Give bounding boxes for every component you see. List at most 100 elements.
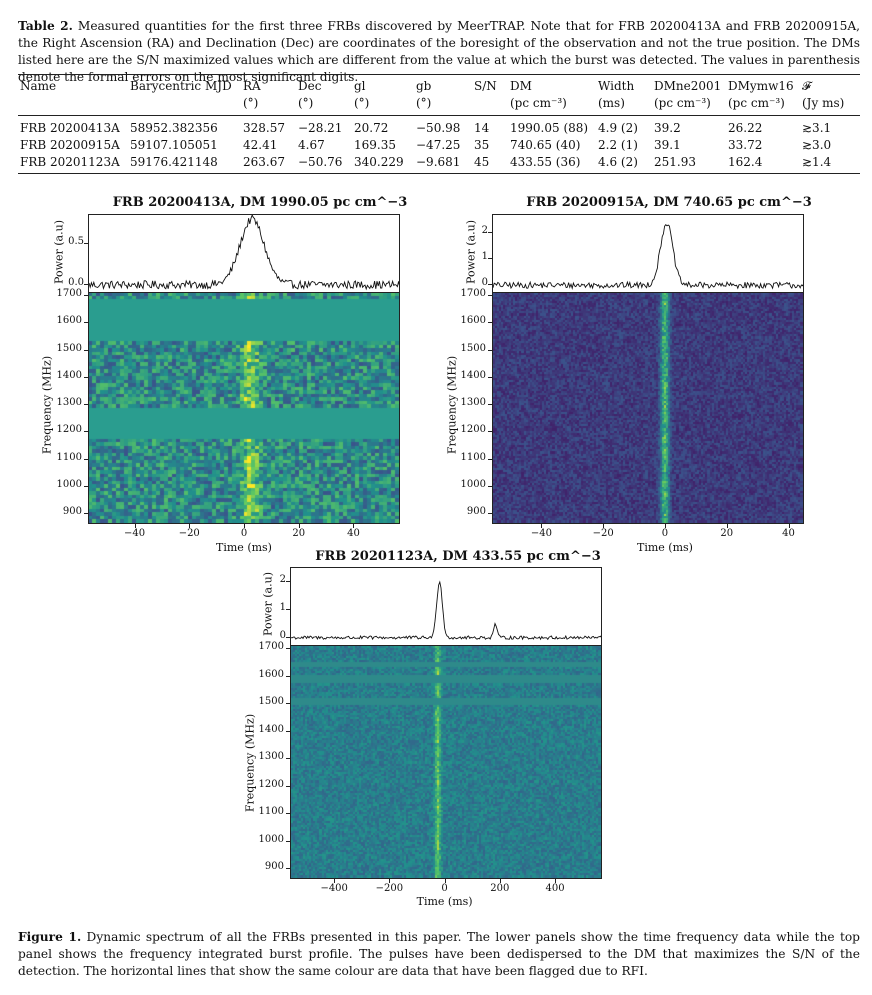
frequency-tick-label: 1300 — [56, 397, 82, 409]
frequency-tick — [286, 648, 290, 650]
frequency-tick — [286, 785, 290, 787]
dynamic-spectrum-heatmap — [89, 293, 399, 523]
burst-profile-plot — [291, 580, 601, 641]
time-tick-label: 20 — [720, 528, 734, 539]
frequency-tick-label: 1700 — [460, 288, 486, 300]
frequency-tick — [488, 322, 492, 324]
frequency-tick — [84, 404, 88, 406]
frequency-axis-label: Frequency (MHz) — [243, 713, 257, 813]
table-cell: 740.65 (40) — [510, 138, 581, 152]
frequency-tick — [84, 458, 88, 460]
header-cell: S/N — [472, 74, 508, 95]
frequency-tick — [286, 730, 290, 732]
frequency-tick-label: 1200 — [56, 424, 82, 436]
frequency-tick — [488, 295, 492, 297]
frequency-tick — [286, 675, 290, 677]
header-cell: DMymw16 — [726, 74, 800, 95]
frequency-tick-label: 1400 — [460, 369, 486, 381]
frequency-tick-label: 1600 — [460, 315, 486, 327]
table-cell: 433.55 (36) — [508, 154, 596, 174]
time-tick — [788, 524, 790, 528]
time-tick — [244, 524, 245, 528]
table-cell: −50.76 — [296, 154, 352, 174]
profile-ytick — [286, 608, 290, 610]
profile-ytick — [84, 283, 88, 285]
table-body: FRB 20200413A 58952.382356 328.57 −28.21 20.… — [18, 116, 860, 174]
frequency-tick — [286, 840, 290, 842]
frequency-tick — [286, 813, 290, 815]
frequency-tick-label: 1600 — [258, 668, 284, 680]
header-cell: Barycentric MJD — [128, 74, 241, 95]
table-caption-label: Table 2. — [18, 19, 73, 33]
time-tick-label: −20 — [178, 528, 200, 539]
time-tick-label: 400 — [545, 883, 565, 894]
profile-ytick-label: 2 — [481, 225, 488, 237]
profile-ylabel: Power (a.u) — [52, 220, 66, 284]
table-cell: 251.93 — [652, 154, 726, 174]
profile-axes — [88, 214, 400, 292]
frequency-tick-label: 1000 — [460, 478, 486, 490]
frequency-tick-label: 1200 — [460, 424, 486, 436]
header-cell: 𝓕 — [800, 74, 860, 95]
table-cell: 39.2 — [654, 121, 681, 135]
time-tick — [353, 524, 355, 528]
table-row: FRB 20200413A 58952.382356 328.57 −28.21 20.… — [18, 116, 860, 138]
frequency-tick-label: 1100 — [56, 451, 82, 463]
table-cell: FRB 20201123A — [18, 154, 128, 174]
unit-cell: (pc cm⁻³) — [652, 95, 726, 116]
frequency-tick — [84, 322, 88, 324]
table-units-row: (°) (°) (°) (°) (pc cm⁻³) (ms) (pc cm⁻³) (pc cm… — [18, 95, 860, 116]
frequency-tick-label: 1300 — [258, 751, 284, 763]
time-tick — [134, 524, 136, 528]
table-cell: −47.25 — [416, 138, 461, 152]
frequency-tick-label: 1500 — [460, 342, 486, 354]
table-cell: 42.41 — [243, 138, 278, 152]
profile-ytick — [488, 284, 492, 286]
time-tick-label: 0 — [661, 528, 669, 539]
table-cell: −9.681 — [414, 154, 472, 174]
unit-cell — [18, 95, 128, 116]
burst-profile-line — [89, 215, 399, 291]
table-cell: ≳3.0 — [802, 138, 832, 152]
frb-table: Name Barycentric MJD RA Dec gl gb S/N DM Width DM… — [18, 74, 860, 174]
header-cell: DMne2001 — [652, 74, 726, 95]
figure-caption-label: Figure 1. — [18, 930, 82, 944]
dynamic-spectrum-heatmap — [291, 646, 601, 878]
frequency-tick-label: 900 — [466, 506, 486, 518]
table-cell: −50.98 — [416, 121, 461, 135]
frequency-tick-label: 1300 — [460, 397, 486, 409]
profile-ytick — [286, 636, 290, 638]
time-tick — [334, 879, 336, 883]
frequency-tick — [84, 431, 88, 433]
unit-cell: (ms) — [596, 95, 652, 116]
unit-cell: (°) — [414, 95, 472, 116]
profile-ytick-label: 0 — [481, 277, 488, 289]
table-cell: −28.21 — [298, 121, 343, 135]
time-tick-label: 20 — [292, 528, 306, 539]
table-cell: 33.72 — [728, 138, 763, 152]
time-tick-label: −20 — [592, 528, 614, 539]
frequency-tick-label: 1400 — [56, 369, 82, 381]
dynamic-spectrum — [492, 292, 804, 524]
time-tick — [541, 524, 543, 528]
profile-ytick — [488, 258, 492, 260]
burst-profile-plot — [493, 224, 803, 290]
time-tick-label: −200 — [375, 883, 404, 894]
table-cell: FRB 20200413A — [20, 121, 120, 135]
frequency-tick — [488, 431, 492, 433]
frequency-tick — [488, 485, 492, 487]
unit-cell — [128, 95, 241, 116]
profile-ytick — [84, 242, 88, 244]
table-cell: 58952.382356 — [130, 121, 218, 135]
header-cell: gb — [414, 74, 472, 95]
unit-cell: (pc cm⁻³) — [508, 95, 596, 116]
table-cell: 4.6 (2) — [596, 154, 652, 174]
burst-profile-line — [493, 224, 803, 290]
table-caption: Table 2. Measured quantities for the fir… — [18, 18, 860, 86]
time-tick-label: 0 — [441, 883, 448, 894]
profile-ytick-label: 1 — [279, 601, 286, 613]
frequency-tick-label: 1000 — [56, 478, 82, 490]
frequency-tick — [286, 868, 290, 869]
frequency-tick-label: 1000 — [258, 833, 284, 845]
frequency-tick — [84, 295, 88, 297]
